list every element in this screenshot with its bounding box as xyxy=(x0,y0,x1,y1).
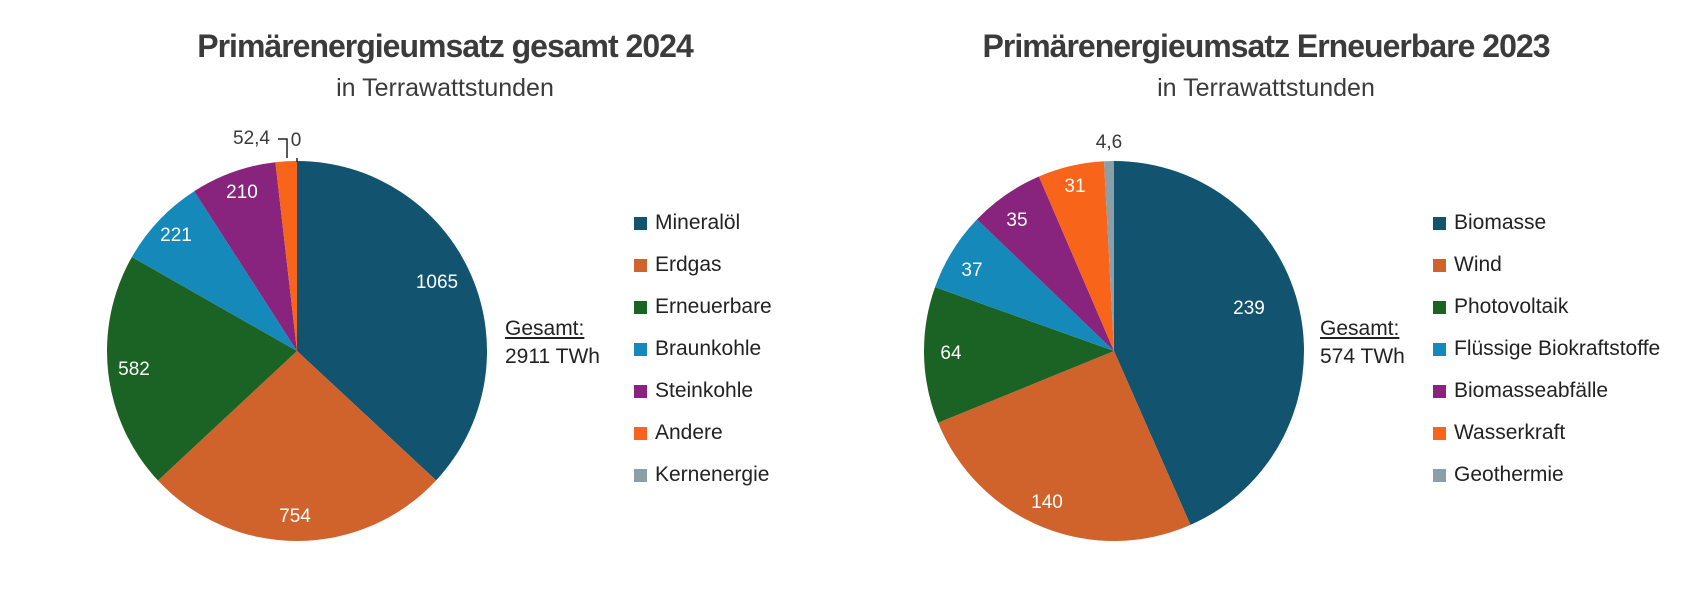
data-label-andere: 52,4 xyxy=(233,128,270,149)
data-label-erneuerbare: 582 xyxy=(118,359,150,380)
total-box: Gesamt: 574 TWh xyxy=(1320,315,1405,371)
data-label-braunkohle: 221 xyxy=(160,225,192,246)
legend-entry-wasserkraft: Wasserkraft xyxy=(1433,412,1660,454)
total-value: 574 TWh xyxy=(1320,345,1405,368)
pie-slice-wind xyxy=(938,351,1191,542)
legend: Biomasse Wind Photovoltaik Flüssige Biokraf… xyxy=(1433,202,1660,496)
legend-swatch xyxy=(634,258,647,272)
data-label-steinkohle: 210 xyxy=(226,182,258,203)
chart-title: Primärenergieumsatz Erneuerbare 2023 xyxy=(982,28,1551,64)
pie-slice-mineraloel xyxy=(297,161,487,481)
legend-label: Braunkohle xyxy=(655,337,762,360)
legend-entry-mineraloel: Mineralöl xyxy=(634,202,772,244)
data-label-biomasse: 239 xyxy=(1233,298,1265,319)
pie-slice-fluessige-biokraftstoffe xyxy=(935,219,1114,351)
chart-panel-renewables: Primärenergieumsatz Erneuerbare 2023 in … xyxy=(844,0,1689,590)
legend-label: Geothermie xyxy=(1454,463,1564,486)
total-value: 2911 TWh xyxy=(505,345,600,368)
legend-swatch xyxy=(1433,426,1446,440)
chart-subtitle: in Terrawattstunden xyxy=(336,74,554,102)
legend-entry-andere: Andere xyxy=(634,412,772,454)
data-label-kernenergie: 0 xyxy=(291,130,302,151)
data-label-mineraloel: 1065 xyxy=(416,272,458,293)
pie-slice-photovoltaik xyxy=(924,287,1114,423)
data-label-erdgas: 754 xyxy=(279,506,311,527)
legend-entry-fluessige-biokraftstoffe: Flüssige Biokraftstoffe xyxy=(1433,328,1660,370)
data-label-biomasseabfaelle: 35 xyxy=(1006,210,1027,231)
data-label-geothermie: 4,6 xyxy=(1096,132,1122,153)
legend-label: Flüssige Biokraftstoffe xyxy=(1454,337,1661,360)
data-label-wasserkraft: 31 xyxy=(1064,176,1085,197)
data-label-fluessige-biokraftstoffe: 37 xyxy=(961,260,982,281)
legend-entry-photovoltaik: Photovoltaik xyxy=(1433,286,1660,328)
legend-label: Kernenergie xyxy=(655,463,770,486)
legend-label: Wasserkraft xyxy=(1454,421,1566,444)
legend-entry-biomasse: Biomasse xyxy=(1433,202,1660,244)
pie-slice-biomasseabfaelle xyxy=(976,176,1114,351)
legend-label: Steinkohle xyxy=(655,379,754,402)
pie-slice-erneuerbare xyxy=(106,256,297,481)
legend-label: Wind xyxy=(1454,253,1502,276)
pie-slice-erdgas xyxy=(157,351,437,541)
legend-swatch xyxy=(1433,258,1446,272)
legend-entry-wind: Wind xyxy=(1433,244,1660,286)
pie-slice-andere xyxy=(275,161,297,351)
legend-label: Mineralöl xyxy=(655,211,741,234)
pie-slice-geothermie xyxy=(1104,161,1114,351)
legend-entry-geothermie: Geothermie xyxy=(1433,454,1660,496)
chart-panel-total: Primärenergieumsatz gesamt 2024 in Terra… xyxy=(0,0,844,590)
legend-swatch xyxy=(1433,468,1446,482)
legend-swatch xyxy=(634,300,647,314)
pie-slice-braunkohle xyxy=(131,191,297,351)
legend-entry-kernenergie: Kernenergie xyxy=(634,454,772,496)
legend-entry-steinkohle: Steinkohle xyxy=(634,370,772,412)
legend-swatch xyxy=(634,216,647,230)
legend-swatch xyxy=(1433,384,1446,398)
legend-swatch xyxy=(1433,300,1446,314)
data-label-wind: 140 xyxy=(1031,492,1063,513)
leader-line-andere xyxy=(278,138,288,158)
legend-swatch xyxy=(634,426,647,440)
legend-label: Erneuerbare xyxy=(655,295,772,318)
pie-slice-biomasse xyxy=(1114,161,1305,525)
chart-title: Primärenergieumsatz gesamt 2024 xyxy=(197,28,693,64)
pie-chart-renewables: 239 140 64 37 35 31 4,6 xyxy=(924,132,1305,542)
legend-swatch xyxy=(1433,216,1446,230)
legend-label: Biomasse xyxy=(1454,211,1547,234)
data-label-photovoltaik: 64 xyxy=(940,343,962,364)
pie-chart-total: 1065 754 582 221 210 52,4 0 xyxy=(106,128,487,541)
legend-entry-erneuerbare: Erneuerbare xyxy=(634,286,772,328)
legend-swatch xyxy=(634,342,647,356)
pie-slice-wasserkraft xyxy=(1038,161,1114,351)
legend-swatch xyxy=(634,468,647,482)
legend: Mineralöl Erdgas Erneuerbare Braunkohle Stei… xyxy=(634,202,772,496)
legend-label: Biomasseabfälle xyxy=(1454,379,1609,402)
legend-entry-erdgas: Erdgas xyxy=(634,244,772,286)
total-label: Gesamt: xyxy=(505,317,585,340)
legend-entry-biomasseabfaelle: Biomasseabfälle xyxy=(1433,370,1660,412)
pie-slice-steinkohle xyxy=(194,162,297,351)
chart-subtitle: in Terrawattstunden xyxy=(1157,74,1375,102)
legend-swatch xyxy=(634,384,647,398)
legend-label: Andere xyxy=(655,421,723,444)
legend-swatch xyxy=(1433,342,1446,356)
total-label: Gesamt: xyxy=(1320,317,1400,340)
legend-label: Erdgas xyxy=(655,253,722,276)
legend-label: Photovoltaik xyxy=(1454,295,1569,318)
total-box: Gesamt: 2911 TWh xyxy=(505,315,600,371)
legend-entry-braunkohle: Braunkohle xyxy=(634,328,772,370)
